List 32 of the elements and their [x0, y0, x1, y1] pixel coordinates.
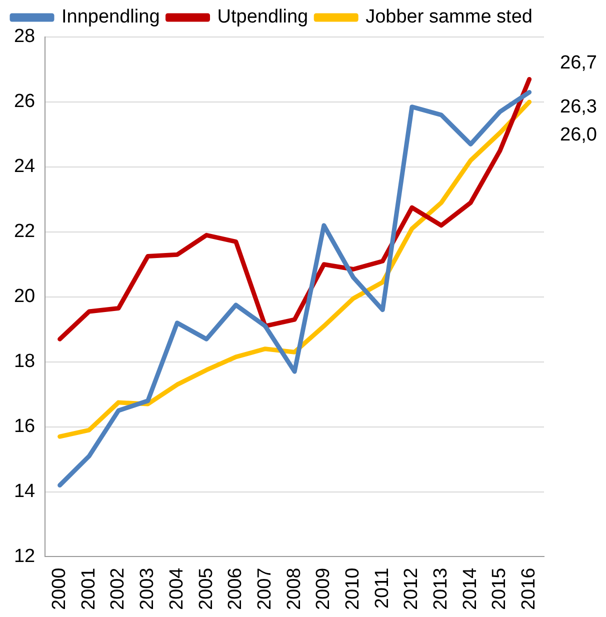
y-tick-label: 14: [14, 481, 36, 502]
legend-label: Jobber samme sted: [366, 6, 532, 28]
data-label: 26,0: [560, 124, 597, 146]
x-tick-label: 2014: [460, 567, 481, 610]
legend-label: Utpendling: [217, 6, 308, 28]
y-tick-label: 12: [14, 546, 36, 567]
x-tick-label: 2000: [49, 568, 70, 610]
x-tick-label: 2010: [342, 568, 364, 610]
y-tick-label: 26: [14, 91, 36, 112]
y-tick-label: 18: [14, 351, 36, 372]
x-tick-label: 2002: [108, 568, 129, 610]
x-tick-label: 2007: [254, 568, 276, 610]
data-label: 26,3: [560, 96, 597, 118]
x-tick-label: 2012: [401, 568, 422, 610]
legend-label: Innpendling: [62, 6, 160, 28]
x-tick-label: 2009: [313, 568, 334, 610]
y-tick-label: 28: [14, 26, 36, 48]
x-tick-label: 2004: [166, 567, 188, 610]
x-tick-label: 2001: [78, 568, 100, 610]
x-tick-label: 2011: [372, 568, 393, 609]
y-tick-label: 24: [14, 156, 36, 178]
y-tick-label: 20: [14, 286, 36, 308]
x-tick-label: 2003: [137, 568, 158, 610]
y-tick-label: 22: [14, 221, 36, 242]
x-tick-label: 2008: [284, 568, 305, 610]
x-tick-label: 2013: [430, 568, 452, 610]
y-tick-label: 16: [14, 416, 36, 438]
x-tick-label: 2005: [196, 568, 217, 610]
data-label: 26,7: [560, 52, 597, 74]
x-tick-label: 2006: [225, 568, 246, 610]
x-tick-label: 2016: [518, 568, 540, 610]
x-tick-label: 2015: [489, 568, 510, 610]
